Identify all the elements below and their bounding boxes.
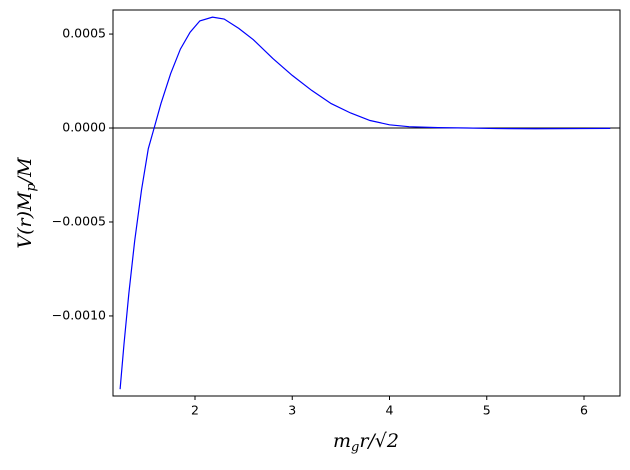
plot-frame xyxy=(112,9,621,397)
y-tick-label: 0.0005 xyxy=(62,26,106,41)
y-label-sub: p xyxy=(24,183,39,192)
x-tick-label: 3 xyxy=(288,403,296,418)
x-label-rest: r/√2 xyxy=(359,430,399,452)
y-label-rest: /M xyxy=(14,157,36,185)
x-tick-label: 6 xyxy=(580,403,588,418)
y-axis-label: V(r)Mp/M xyxy=(14,157,39,249)
y-tick-label: −0.0010 xyxy=(52,307,106,322)
x-label-base: m xyxy=(333,430,351,452)
x-label-sub: g xyxy=(351,440,359,455)
y-tick-label: 0.0000 xyxy=(62,120,106,135)
x-tick-label: 4 xyxy=(386,403,394,418)
x-axis-label: mgr/√2 xyxy=(333,430,399,455)
y-tick-label: −0.0005 xyxy=(52,213,106,228)
y-label-base: V(r)M xyxy=(14,191,36,249)
x-tick-label: 2 xyxy=(191,403,199,418)
data-line xyxy=(119,16,611,390)
x-tick-label: 5 xyxy=(483,403,491,418)
